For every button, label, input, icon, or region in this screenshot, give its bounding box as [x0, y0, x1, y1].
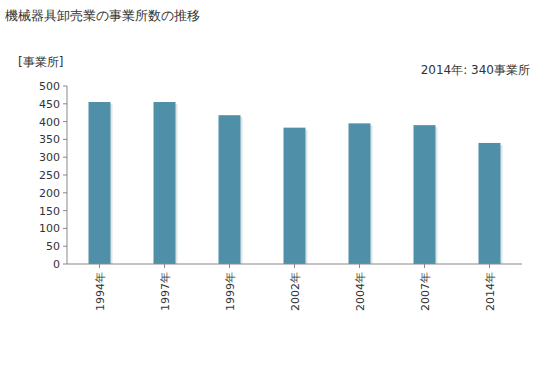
bar	[414, 125, 436, 264]
bar	[349, 123, 371, 264]
y-tick	[63, 192, 67, 193]
x-tick	[229, 264, 230, 268]
y-tick-label: 450	[39, 98, 60, 111]
x-tick-label: 2004年	[354, 272, 367, 311]
bar	[284, 128, 306, 264]
x-tick-label: 1999年	[224, 272, 237, 311]
x-tick	[294, 264, 295, 268]
y-tick-label: 50	[46, 240, 60, 253]
title: 機械器具卸売業の事業所数の推移	[5, 8, 200, 23]
x-tick	[164, 264, 165, 268]
y-tick	[63, 264, 67, 265]
x-tick-label: 2002年	[289, 272, 302, 311]
y-tick-label: 150	[39, 205, 60, 218]
annotation: 2014年: 340事業所	[421, 63, 530, 77]
y-tick-label: 200	[39, 187, 60, 200]
y-tick	[63, 210, 67, 211]
y-tick	[63, 139, 67, 140]
bar	[219, 115, 241, 264]
y-tick	[63, 175, 67, 176]
bar	[479, 143, 501, 264]
x-tick-label: 2014年	[484, 272, 497, 311]
x-tick-label: 2007年	[419, 272, 432, 311]
x-tick	[359, 264, 360, 268]
y-tick	[63, 246, 67, 247]
y-tick-label: 0	[53, 258, 60, 271]
chart: 機械器具卸売業の事業所数の推移 [事業所] 2014年: 340事業所 0 50 100 1…	[0, 0, 560, 366]
bar	[89, 102, 111, 264]
y-tick	[63, 228, 67, 229]
x-tick	[99, 264, 100, 268]
x-tick	[424, 264, 425, 268]
bar	[154, 102, 176, 264]
x-tick-label: 1994年	[94, 272, 107, 311]
y-tick-label: 300	[39, 151, 60, 164]
y-tick	[63, 121, 67, 122]
y-tick-label: 500	[39, 80, 60, 93]
y-tick-label: 100	[39, 222, 60, 235]
x-tick-label: 1997年	[159, 272, 172, 311]
x-tick	[489, 264, 490, 268]
y-tick	[63, 86, 67, 87]
y-tick-label: 350	[39, 133, 60, 146]
y-tick-label: 400	[39, 116, 60, 129]
y-tick	[63, 157, 67, 158]
y-axis-label: [事業所]	[18, 55, 63, 69]
y-axis	[67, 86, 68, 264]
bars	[89, 102, 503, 264]
y-tick-label: 250	[39, 169, 60, 182]
y-tick	[63, 103, 67, 104]
